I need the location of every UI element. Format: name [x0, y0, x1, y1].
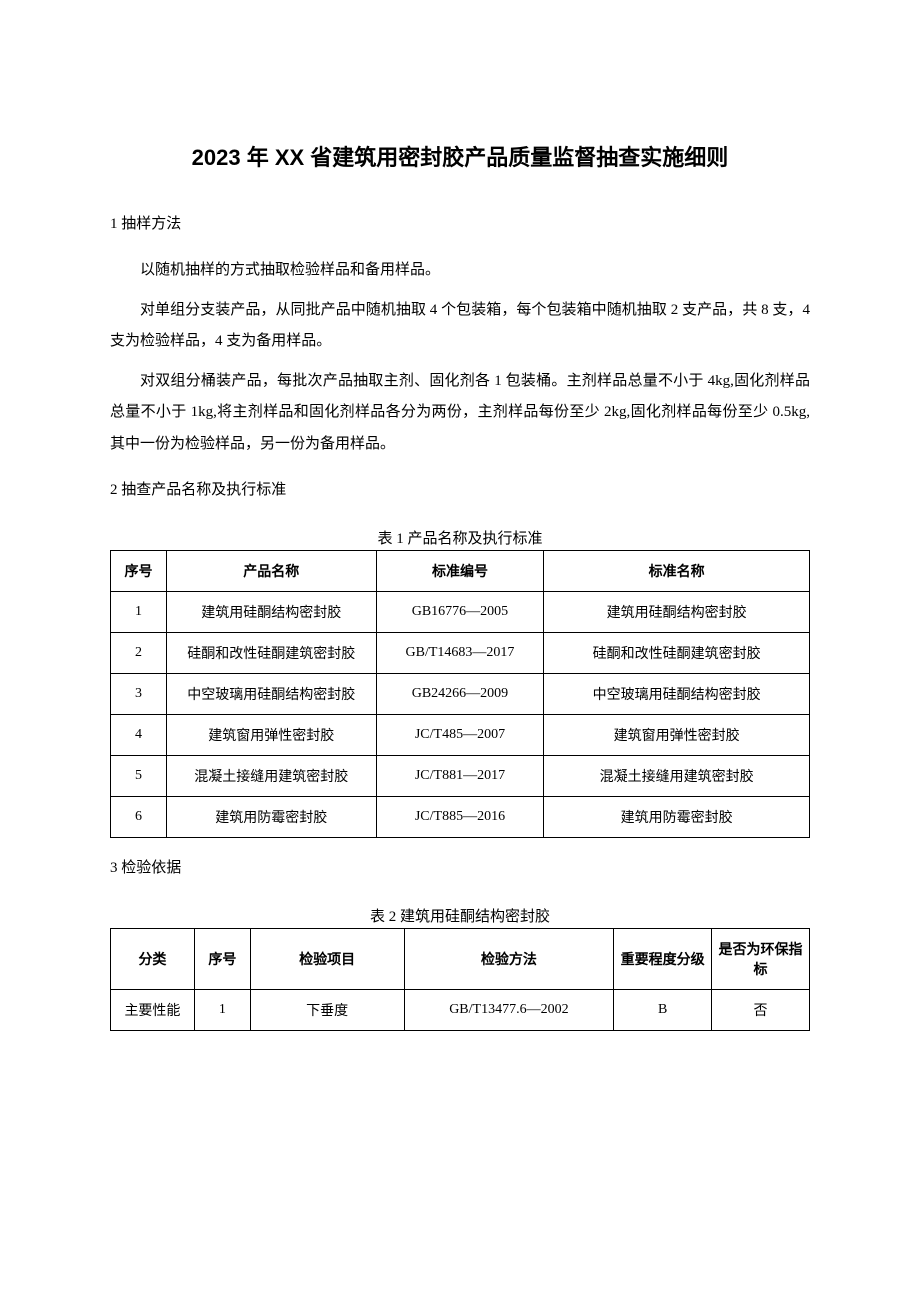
table2-cell: GB/T13477.6—2002 [404, 990, 614, 1031]
table2-col-env: 是否为环保指标 [712, 929, 810, 990]
table1-col-seq: 序号 [111, 551, 167, 592]
table1-cell: 建筑用防霉密封胶 [544, 797, 810, 838]
table-row: 3 中空玻璃用硅酮结构密封胶 GB24266—2009 中空玻璃用硅酮结构密封胶 [111, 674, 810, 715]
table1-cell: GB24266—2009 [376, 674, 544, 715]
section1-para3: 对双组分桶装产品，每批次产品抽取主剂、固化剂各 1 包装桶。主剂样品总量不小于 … [110, 366, 810, 461]
table1: 序号 产品名称 标准编号 标准名称 1 建筑用硅酮结构密封胶 GB16776—2… [110, 550, 810, 838]
section3-heading: 3 检验依据 [110, 856, 810, 877]
table1-cell: 建筑窗用弹性密封胶 [166, 715, 376, 756]
table1-cell: 混凝土接缝用建筑密封胶 [544, 756, 810, 797]
table1-col-code: 标准编号 [376, 551, 544, 592]
table-row: 4 建筑窗用弹性密封胶 JC/T485—2007 建筑窗用弹性密封胶 [111, 715, 810, 756]
table1-cell: 2 [111, 633, 167, 674]
table1-cell: 6 [111, 797, 167, 838]
table1-cell: 建筑用硅酮结构密封胶 [544, 592, 810, 633]
table2-cell: 否 [712, 990, 810, 1031]
table2-col-grade: 重要程度分级 [614, 929, 712, 990]
table-row: 主要性能 1 下垂度 GB/T13477.6—2002 B 否 [111, 990, 810, 1031]
document-page: 2023 年 XX 省建筑用密封胶产品质量监督抽查实施细则 1 抽样方法 以随机… [0, 0, 920, 1111]
table2-col-method: 检验方法 [404, 929, 614, 990]
table2-col-seq: 序号 [194, 929, 250, 990]
table2-cell: 1 [194, 990, 250, 1031]
table1-cell: JC/T885—2016 [376, 797, 544, 838]
table1-cell: 5 [111, 756, 167, 797]
table-row: 1 建筑用硅酮结构密封胶 GB16776—2005 建筑用硅酮结构密封胶 [111, 592, 810, 633]
table1-cell: 建筑用硅酮结构密封胶 [166, 592, 376, 633]
table2: 分类 序号 检验项目 检验方法 重要程度分级 是否为环保指标 主要性能 1 下垂… [110, 928, 810, 1031]
table1-cell: JC/T485—2007 [376, 715, 544, 756]
table2-cell: 主要性能 [111, 990, 195, 1031]
table1-cell: 混凝土接缝用建筑密封胶 [166, 756, 376, 797]
table1-col-name: 产品名称 [166, 551, 376, 592]
table2-caption: 表 2 建筑用硅酮结构密封胶 [110, 905, 810, 926]
document-title: 2023 年 XX 省建筑用密封胶产品质量监督抽查实施细则 [110, 140, 810, 172]
table2-header-row: 分类 序号 检验项目 检验方法 重要程度分级 是否为环保指标 [111, 929, 810, 990]
table1-cell: 建筑用防霉密封胶 [166, 797, 376, 838]
section1-para2: 对单组分支装产品，从同批产品中随机抽取 4 个包装箱，每个包装箱中随机抽取 2 … [110, 295, 810, 358]
table1-cell: 硅酮和改性硅酮建筑密封胶 [544, 633, 810, 674]
table1-cell: 硅酮和改性硅酮建筑密封胶 [166, 633, 376, 674]
table1-caption: 表 1 产品名称及执行标准 [110, 527, 810, 548]
table-row: 5 混凝土接缝用建筑密封胶 JC/T881—2017 混凝土接缝用建筑密封胶 [111, 756, 810, 797]
table2-col-cat: 分类 [111, 929, 195, 990]
table1-cell: GB16776—2005 [376, 592, 544, 633]
table2-cell: B [614, 990, 712, 1031]
section1-heading: 1 抽样方法 [110, 212, 810, 233]
section2-heading: 2 抽查产品名称及执行标准 [110, 478, 810, 499]
table1-cell: 3 [111, 674, 167, 715]
table1-cell: 1 [111, 592, 167, 633]
table1-cell: JC/T881—2017 [376, 756, 544, 797]
table1-cell: 中空玻璃用硅酮结构密封胶 [544, 674, 810, 715]
table-row: 6 建筑用防霉密封胶 JC/T885—2016 建筑用防霉密封胶 [111, 797, 810, 838]
table1-col-stdname: 标准名称 [544, 551, 810, 592]
table2-cell: 下垂度 [250, 990, 404, 1031]
table1-cell: 4 [111, 715, 167, 756]
table1-cell: 建筑窗用弹性密封胶 [544, 715, 810, 756]
table2-col-item: 检验项目 [250, 929, 404, 990]
table1-cell: 中空玻璃用硅酮结构密封胶 [166, 674, 376, 715]
table1-cell: GB/T14683—2017 [376, 633, 544, 674]
section1-para1: 以随机抽样的方式抽取检验样品和备用样品。 [110, 255, 810, 287]
table-row: 2 硅酮和改性硅酮建筑密封胶 GB/T14683—2017 硅酮和改性硅酮建筑密… [111, 633, 810, 674]
table1-header-row: 序号 产品名称 标准编号 标准名称 [111, 551, 810, 592]
